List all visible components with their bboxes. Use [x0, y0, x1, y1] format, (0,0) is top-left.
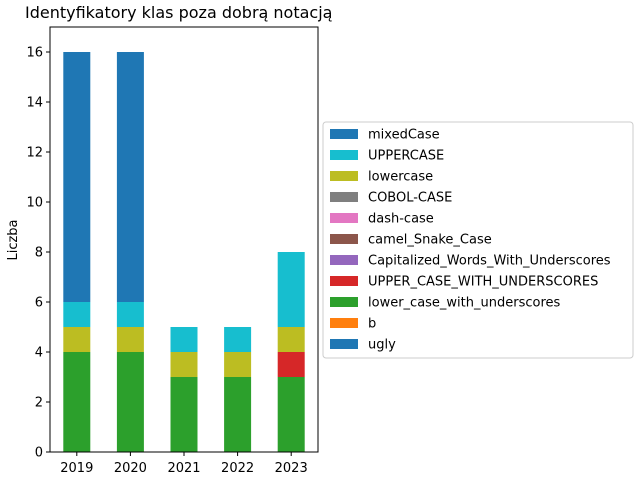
legend-swatch: [330, 171, 358, 181]
legend-swatch: [330, 255, 358, 265]
legend-swatch: [330, 234, 358, 244]
legend-swatch: [330, 339, 358, 349]
legend-label: lower_case_with_underscores: [368, 296, 561, 311]
bar-2020-uppercase: [116, 302, 144, 327]
bar-2019-uppercase: [63, 302, 91, 327]
y-tick-label: 16: [26, 46, 43, 61]
bar-2023-lowercase: [277, 327, 305, 352]
x-ticks-group: 2019 2020 2021 2022 2023: [60, 452, 308, 476]
legend-swatch: [330, 213, 358, 223]
bar-2020-mixedcase: [116, 52, 144, 302]
x-tick-label: 2020: [114, 461, 147, 476]
legend-swatch: [330, 192, 358, 202]
bar-2020-lower-case-with-underscores: [116, 352, 144, 452]
bar-2022-lowercase: [224, 352, 252, 377]
legend-swatch: [330, 318, 358, 328]
y-axis-label: Liczba: [6, 219, 21, 260]
legend-label: UPPER_CASE_WITH_UNDERSCORES: [368, 275, 598, 290]
legend-label: ugly: [368, 338, 396, 353]
legend-label: lowercase: [368, 170, 433, 185]
y-tick-label: 0: [35, 446, 43, 461]
legend: mixedCase UPPERCASE lowercase COBOL-CASE das…: [322, 121, 634, 359]
bar-2021-uppercase: [170, 327, 198, 352]
legend-label: b: [368, 317, 376, 332]
y-tick-label: 4: [35, 346, 43, 361]
y-tick-label: 2: [35, 396, 43, 411]
bar-2020-lowercase: [116, 327, 144, 352]
bar-2023-lower-case-with-underscores: [277, 377, 305, 452]
bar-2019-lowercase: [63, 327, 91, 352]
chart-title: Identyfikatory klas poza dobrą notacją: [25, 3, 332, 22]
legend-swatch: [330, 276, 358, 286]
bar-2023-uppercase: [277, 252, 305, 327]
y-tick-label: 14: [26, 96, 43, 111]
y-tick-label: 12: [26, 146, 43, 161]
legend-swatch: [330, 297, 358, 307]
legend-label: UPPERCASE: [368, 149, 444, 164]
legend-frame: [322, 121, 634, 359]
plot-frame: [49, 26, 319, 453]
y-tick-label: 8: [35, 246, 43, 261]
legend-swatch: [330, 129, 358, 139]
x-tick-label: 2022: [221, 461, 254, 476]
legend-label: dash-case: [368, 212, 434, 227]
legend-label: mixedCase: [368, 128, 440, 143]
bar-2019-mixedcase: [63, 52, 91, 302]
y-tick-label: 10: [26, 196, 43, 211]
bar-2021-lowercase: [170, 352, 198, 377]
bar-2021-lower-case-with-underscores: [170, 377, 198, 452]
y-ticks-group: 0 2 4 6 8 10 12 14 16: [26, 46, 50, 461]
x-tick-label: 2019: [60, 461, 93, 476]
bar-2019-lower-case-with-underscores: [63, 352, 91, 452]
legend-label: camel_Snake_Case: [368, 233, 492, 248]
x-tick-label: 2023: [275, 461, 308, 476]
bar-2022-uppercase: [224, 327, 252, 352]
legend-swatch: [330, 150, 358, 160]
bar-2023-upper-case-with-underscores: [277, 352, 305, 377]
y-tick-label: 6: [35, 296, 43, 311]
x-tick-label: 2021: [167, 461, 200, 476]
bars-group: [63, 52, 305, 452]
legend-label: COBOL-CASE: [368, 191, 452, 206]
bar-2022-lower-case-with-underscores: [224, 377, 252, 452]
legend-label: Capitalized_Words_With_Underscores: [368, 254, 611, 269]
